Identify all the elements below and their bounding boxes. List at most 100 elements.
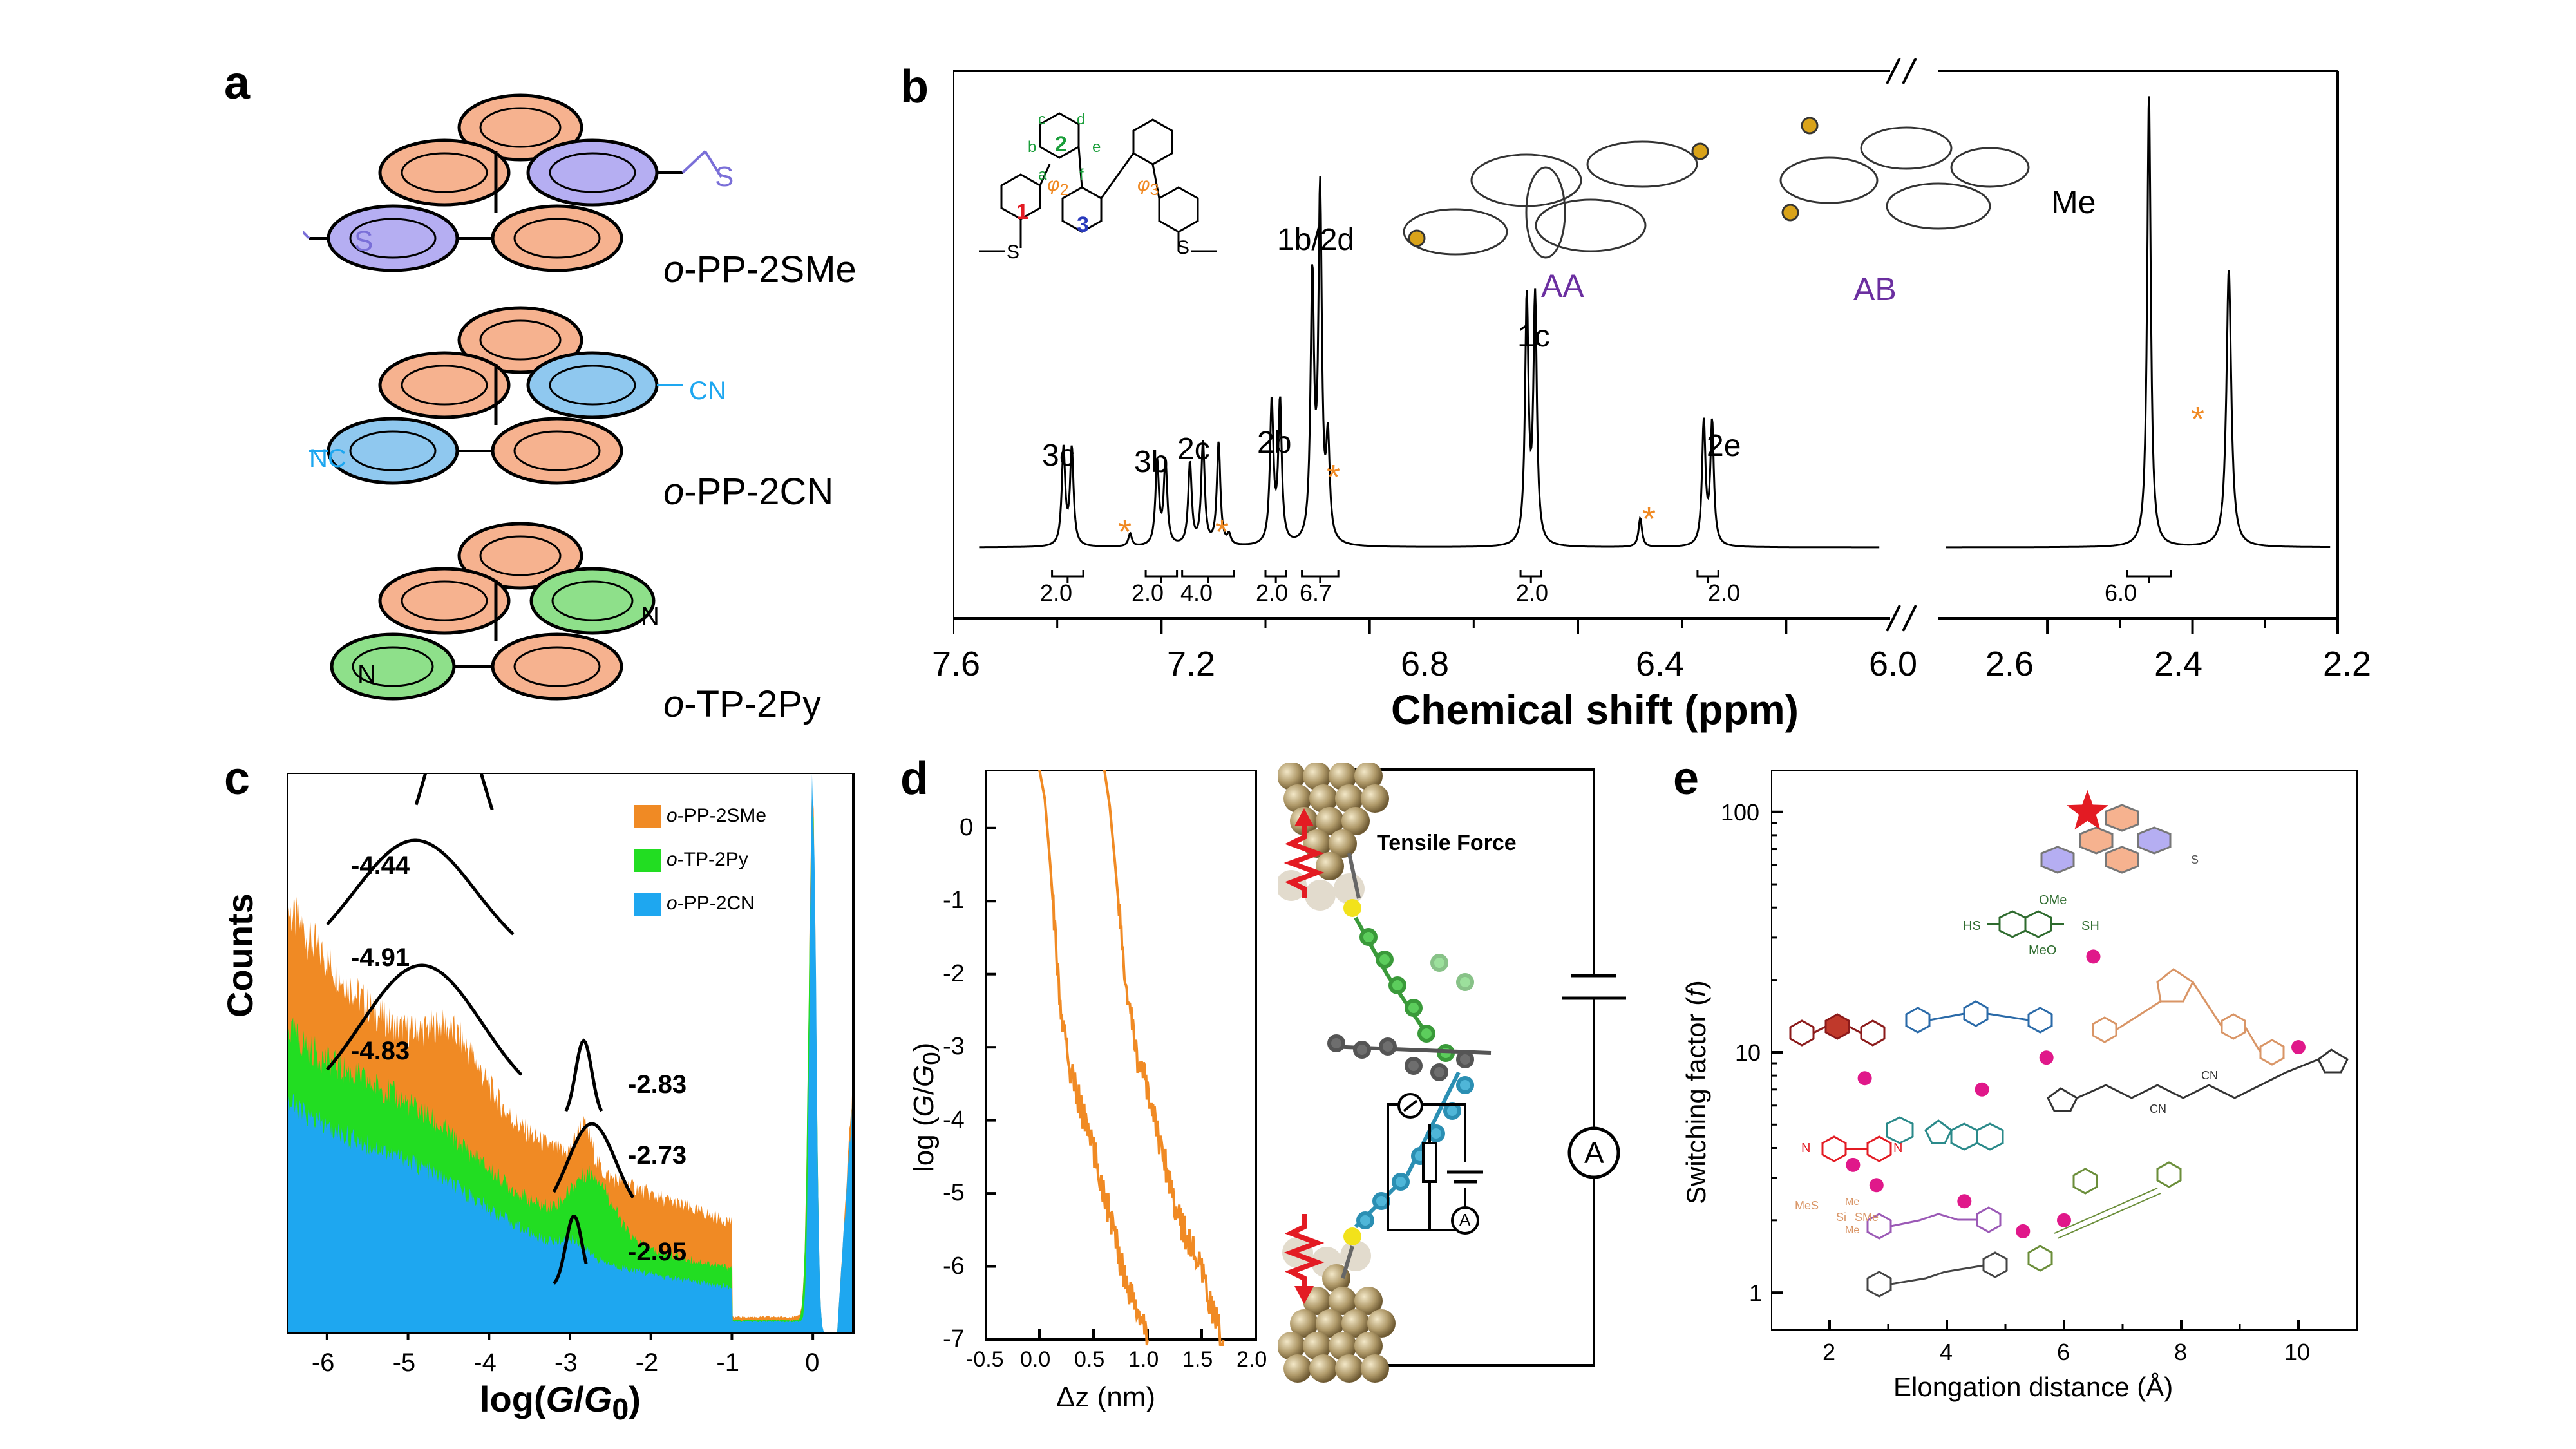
axis-break-bottom [1886,605,1917,632]
panel-b-nmr-spectrum [953,58,2339,634]
struct-atom-e: e [1092,138,1101,156]
trace-ytick-label: -6 [943,1252,965,1280]
struct-atom-a: a [1038,166,1047,184]
panel-label-c: c [224,753,251,804]
conductance-trace-2 [1103,770,1225,1346]
mol-label-cn-1: CN [2201,1069,2218,1082]
peak-value-6: -2.95 [628,1238,687,1266]
mol-label-meo: MeO [2029,943,2057,958]
scatter-point [2057,1213,2071,1227]
scatter-ytick-label: 100 [1721,799,1760,826]
scatter-ytick-label: 1 [1749,1280,1763,1307]
nmr-xlabel: Chemical shift (ppm) [1391,687,1799,733]
trace-ylabel: log (G/G0) [908,1042,945,1172]
histogram-ylabel: Counts [220,893,260,1018]
molecule-o-pp-2sme [303,93,723,272]
panel-d-junction-diagram [1278,763,1626,1383]
force-arrow-up [1294,808,1314,826]
integral-1c: 2.0 [1516,580,1549,606]
tensile-force-label: Tensile Force [1377,831,1517,855]
integral-bracket [2126,570,2172,583]
mol-label-sme: SMe [1855,1211,1879,1224]
panel-a-molecules [303,93,723,701]
substituent-n-right: N [641,602,659,630]
panel-b-crystal-structures [1403,117,2030,259]
peak-label-me: Me [2051,184,2096,220]
struct-atom-c: c [1038,111,1046,128]
scatter-ticks [1771,810,2300,1330]
legend-label-cn: o-PP-2CN [667,893,755,914]
molecule-name-3: o-TP-2Py [663,683,821,725]
mol-label-hs: HS [1963,919,1981,933]
histogram-xtick-label: -3 [554,1349,578,1377]
scatter-point-star [2067,790,2108,830]
integral-2e: 2.0 [1708,580,1741,606]
peak-label-2b: 2b [1257,426,1292,460]
scatter-point [2086,949,2101,964]
scatter-point [1857,1071,1872,1086]
integral-2b: 2.0 [1256,580,1289,606]
substituent-cn: CN [689,377,726,405]
scatter-point [2291,1040,2306,1055]
panel-label-a: a [224,57,251,109]
impurity-mark-2: * [1215,513,1229,551]
panel-label-b: b [900,61,929,113]
panel-e-scatter [1771,770,2358,1331]
struct-atom-b: b [1028,138,1037,156]
trace-frame [985,770,1257,1341]
struct-ring-2: 2 [1055,132,1067,156]
peak-label-1b2d: 1b/2d [1277,223,1355,257]
scatter-xtick-label: 2 [1823,1339,1836,1365]
mol-label-me-1: Me [1845,1197,1860,1208]
molecule-o-pp-2cn [309,306,683,485]
scatter-point [1846,1157,1861,1172]
nmr-xtick-2.4: 2.4 [2154,645,2203,683]
gaussian-fit-curve [414,773,494,811]
trace-ticks [985,826,1257,1341]
mol-label-ome: OMe [2039,893,2067,907]
mol-label-s: S [2191,853,2199,866]
trace-ytick-label: -2 [943,960,965,987]
scatter-point [1869,1178,1884,1193]
integral-1b2d: 6.7 [1300,580,1332,606]
trace-xtick-label: 1.5 [1182,1347,1213,1372]
panel-c-histogram [287,773,855,1340]
scatter-point [1975,1082,1989,1097]
molecule-name-1: o-PP-2SMe [663,249,857,290]
peak-value-5: -2.73 [628,1141,687,1170]
trace-xtick-label: 0.0 [1020,1347,1051,1372]
panel-b-structure [979,112,1217,252]
peak-value-1: -4.44 [351,851,410,880]
gaussian-fit-curve [552,1122,635,1198]
integral-bracket [1181,570,1235,583]
struct-phi3: φ3 [1137,174,1159,199]
peak-value-2: -4.91 [351,943,410,972]
trace-xtick-label: 1.0 [1128,1347,1159,1372]
scatter-xtick-label: 4 [1940,1339,1953,1365]
scatter-point [1957,1194,1972,1209]
force-arrow-down [1294,1286,1314,1304]
legend-swatch-py [634,849,661,872]
nmr-spectrum-trace [979,96,2331,549]
scatter-point [2016,1224,2031,1238]
integral-me: 6.0 [2105,580,2137,606]
scatter-points [1846,790,2306,1238]
molecule-name-2: o-PP-2CN [663,471,834,513]
integral-bracket [1519,570,1542,583]
histogram-xtick-label: -4 [473,1349,497,1377]
gaussian-fit-curve [552,1215,588,1285]
nmr-xtick-6.8: 6.8 [1401,645,1450,683]
mol-label-me-2: Me [1845,1225,1860,1236]
mol-label-si: Si [1836,1211,1847,1224]
tensile-spring-bottom [1283,1214,1325,1288]
nmr-ticks [953,618,2339,634]
peak-label-2e: 2e [1707,429,1741,463]
conductance-trace-1 [1038,770,1149,1346]
gaussian-fit-curve [326,963,523,1076]
molecule-o-tp-2py [330,522,656,701]
ammeter-inset-label: A [1459,1210,1471,1229]
scatter-point [2039,1050,2054,1065]
integral-bracket [1051,570,1084,583]
integral-bracket [1301,570,1340,583]
peak-label-3b: 3b [1134,445,1169,479]
